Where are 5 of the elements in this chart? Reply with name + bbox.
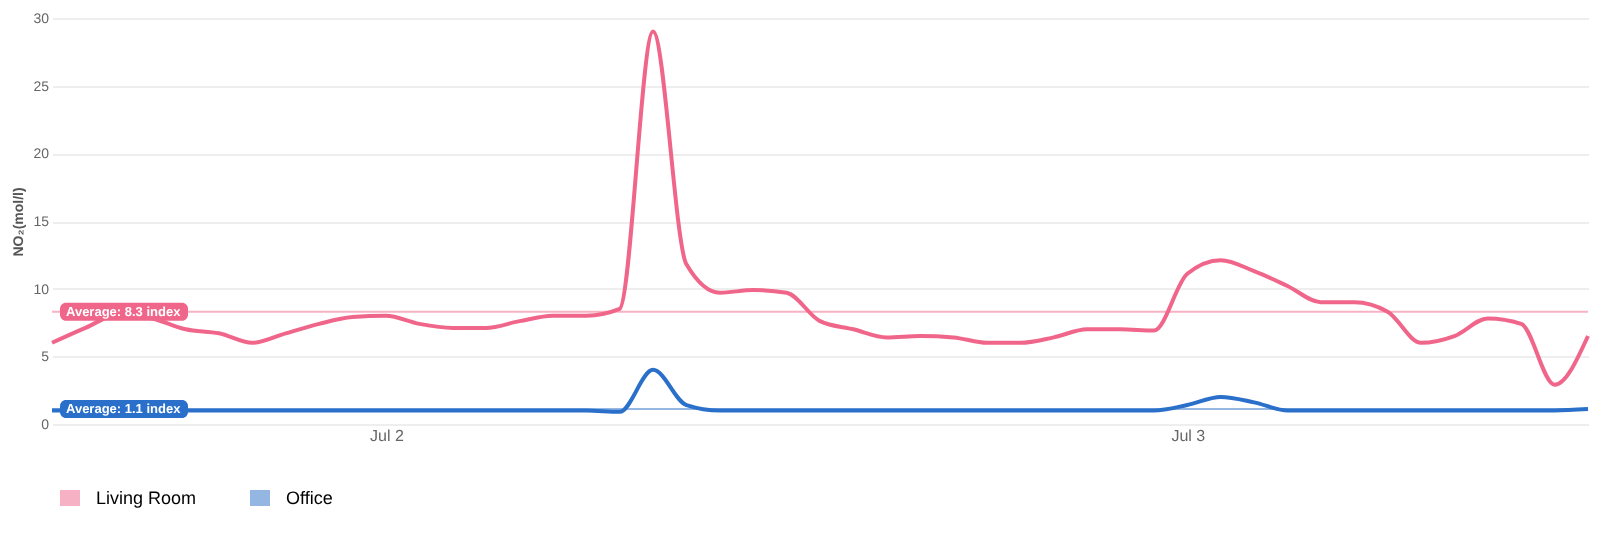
legend-label: Office bbox=[286, 488, 333, 508]
x-tick-label: Jul 3 bbox=[1171, 427, 1207, 445]
legend-label: Living Room bbox=[96, 488, 197, 508]
line-series bbox=[50, 29, 1590, 387]
x-tick-label: Jul 2 bbox=[370, 427, 405, 445]
